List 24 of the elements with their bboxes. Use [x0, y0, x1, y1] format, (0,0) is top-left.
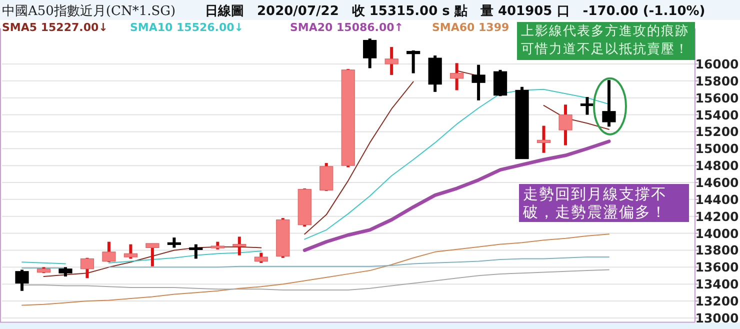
annotation: 走勢回到月線支撐不破，走勢震盪偏多！: [519, 184, 689, 222]
y-tick-label: 15400: [695, 107, 740, 122]
annotation: 上影線代表多方進攻的痕跡可惜力道不足以抵抗賣壓！: [517, 22, 695, 60]
y-tick-label: 13400: [695, 276, 740, 292]
y-tick-label: 14000: [695, 226, 740, 241]
text: SMA60 1399: [432, 21, 510, 34]
y-tick-label: 15600: [695, 90, 740, 106]
y-tick-label: 15000: [695, 141, 740, 156]
y-tick-label: 15800: [695, 73, 740, 88]
y-tick-label: 16000: [695, 56, 740, 72]
y-tick-label: 13200: [695, 294, 740, 309]
text: SMA5 15227.00↓: [2, 21, 108, 34]
y-tick-label: 14200: [695, 208, 740, 224]
text: SMA20 15086.00↑: [290, 21, 404, 34]
y-tick-label: 13800: [695, 242, 740, 258]
y-tick-label: 13000: [695, 310, 740, 326]
y-tick-label: 15200: [695, 124, 740, 140]
chart-subtitle: 日線圖 2020/07/22 收 15315.00 s 點 量 401905 口 -170.00 (-1.10%): [205, 4, 706, 19]
y-tick-label: 13600: [695, 260, 740, 275]
y-tick-label: 14400: [695, 192, 740, 207]
text: SMA10 15526.00↓: [130, 21, 244, 34]
chart-title: 中國A50指數近月(CN*1.SG): [2, 4, 176, 19]
y-tick-label: 14600: [695, 174, 740, 190]
y-tick-label: 14800: [695, 158, 740, 174]
